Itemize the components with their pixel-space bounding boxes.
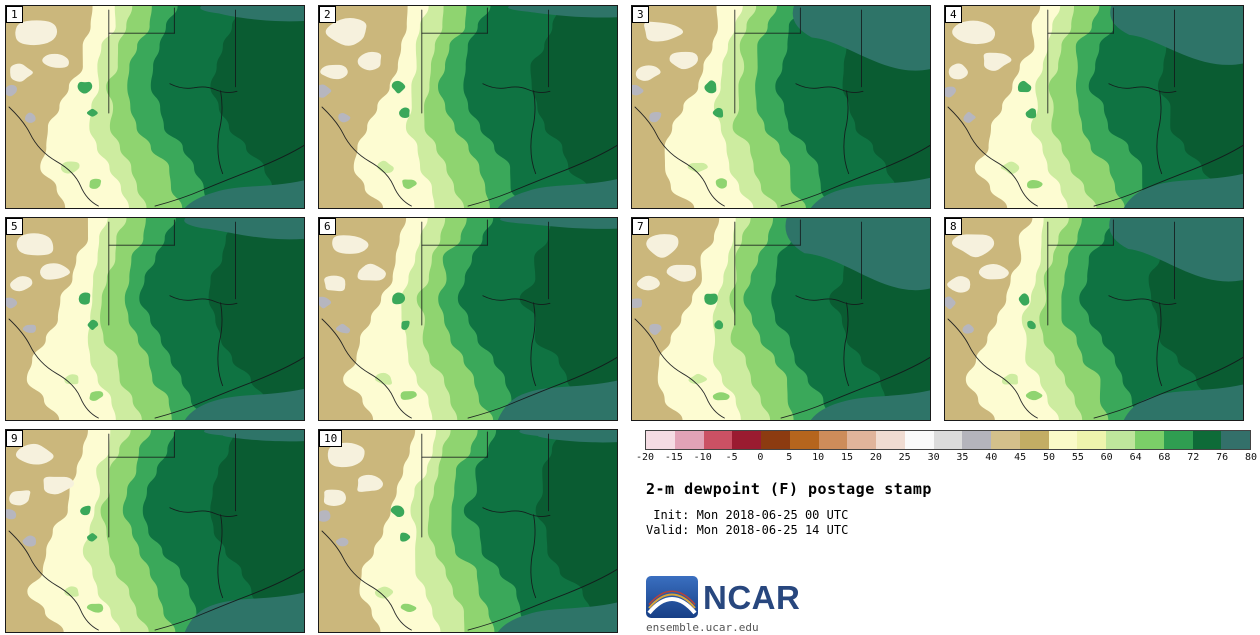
valid-time: Valid: Mon 2018-06-25 14 UTC xyxy=(646,523,849,537)
chart-title: 2-m dewpoint (F) postage stamp xyxy=(646,480,932,498)
forecast-panel: 5 xyxy=(5,217,305,421)
panel-number: 5 xyxy=(6,218,23,235)
colorbar-segment xyxy=(962,431,992,449)
dewpoint-map xyxy=(6,430,304,632)
run-times: Init: Mon 2018-06-25 00 UTC Valid: Mon 2… xyxy=(646,508,848,538)
dewpoint-map xyxy=(6,218,304,420)
colorbar-segment xyxy=(933,431,963,449)
panel-number: 7 xyxy=(632,218,649,235)
dewpoint-map xyxy=(632,218,930,420)
colorbar-tick-label: -20 xyxy=(635,452,655,463)
colorbar-segment xyxy=(1163,431,1193,449)
colorbar-segment xyxy=(789,431,819,449)
colorbar-segment xyxy=(732,431,762,449)
colorbar-segment xyxy=(1077,431,1107,449)
colorbar-tick-label: 72 xyxy=(1187,452,1200,463)
panel-number: 9 xyxy=(6,430,23,447)
colorbar-tick-label: 20 xyxy=(869,452,882,463)
ncar-logo: NCAR xyxy=(646,576,800,618)
colorbar-tick-label: 15 xyxy=(840,452,854,463)
colorbar-segment xyxy=(674,431,704,449)
colorbar-segment xyxy=(646,431,675,449)
init-time: Init: Mon 2018-06-25 00 UTC xyxy=(646,508,849,522)
colorbar-segment xyxy=(1192,431,1222,449)
colorbar-tick-labels: -20 -15 -10 -5 0 5 10 15 20 25 30 35 40 45 50 55 60 64 68 7… xyxy=(636,452,1257,465)
colorbar-tick-label: 64 xyxy=(1129,452,1142,463)
colorbar-tick-label: -15 xyxy=(664,452,683,463)
colorbar-tick-label: 40 xyxy=(985,452,998,463)
colorbar-tick-label: 60 xyxy=(1100,452,1113,463)
colorbar-tick-label: -5 xyxy=(725,452,738,463)
colorbar-tick-label: 76 xyxy=(1216,452,1229,463)
dewpoint-map xyxy=(319,6,617,208)
forecast-panel: 10 xyxy=(318,429,618,633)
colorbar-segment xyxy=(1135,431,1164,449)
colorbar-tick-label: 55 xyxy=(1071,452,1084,463)
colorbar-tick-label: 0 xyxy=(757,452,764,463)
panel-number: 6 xyxy=(319,218,336,235)
ncar-logo-mark xyxy=(646,576,698,618)
forecast-panel: 6 xyxy=(318,217,618,421)
panel-number: 4 xyxy=(945,6,962,23)
dewpoint-map xyxy=(945,218,1243,420)
forecast-panel: 3 xyxy=(631,5,931,209)
forecast-panel: 4 xyxy=(944,5,1244,209)
colorbar-segment xyxy=(1106,431,1136,449)
colorbar-tick-label: 5 xyxy=(786,452,793,463)
colorbar-tick-label: 45 xyxy=(1014,452,1027,463)
colorbar-segment xyxy=(1019,431,1049,449)
forecast-panel: 1 xyxy=(5,5,305,209)
panel-number: 1 xyxy=(6,6,23,23)
panel-number: 10 xyxy=(319,430,343,447)
colorbar-segment xyxy=(876,431,905,449)
panel-number: 8 xyxy=(945,218,962,235)
dewpoint-map xyxy=(945,6,1243,208)
colorbar-tick-label: 30 xyxy=(927,452,940,463)
colorbar xyxy=(645,430,1251,450)
colorbar-segment xyxy=(703,431,733,449)
dewpoint-map xyxy=(6,6,304,208)
colorbar-tick-label: -10 xyxy=(693,452,712,463)
colorbar-segment xyxy=(991,431,1020,449)
colorbar-segment xyxy=(1048,431,1078,449)
footer-url: ensemble.ucar.edu xyxy=(646,621,759,634)
ncar-logo-text: NCAR xyxy=(703,578,801,616)
colorbar-segment xyxy=(904,431,934,449)
forecast-panel: 8 xyxy=(944,217,1244,421)
colorbar-segment xyxy=(818,431,848,449)
colorbar-tick-label: 10 xyxy=(812,452,825,463)
colorbar-tick-label: 25 xyxy=(898,452,911,463)
panel-number: 3 xyxy=(632,6,649,23)
forecast-panel: 2 xyxy=(318,5,618,209)
colorbar-segment xyxy=(1221,431,1251,449)
dewpoint-map xyxy=(319,218,617,420)
colorbar-tick-label: 50 xyxy=(1042,452,1056,463)
colorbar-tick-label: 68 xyxy=(1158,452,1171,463)
forecast-panel: 9 xyxy=(5,429,305,633)
colorbar-tick-label: 80 xyxy=(1244,452,1258,463)
colorbar-segment xyxy=(847,431,877,449)
colorbar-tick-label: 35 xyxy=(956,452,969,463)
panel-number: 2 xyxy=(319,6,336,23)
colorbar-segment xyxy=(761,431,790,449)
forecast-panel: 7 xyxy=(631,217,931,421)
dewpoint-map xyxy=(632,6,930,208)
dewpoint-map xyxy=(319,430,617,632)
